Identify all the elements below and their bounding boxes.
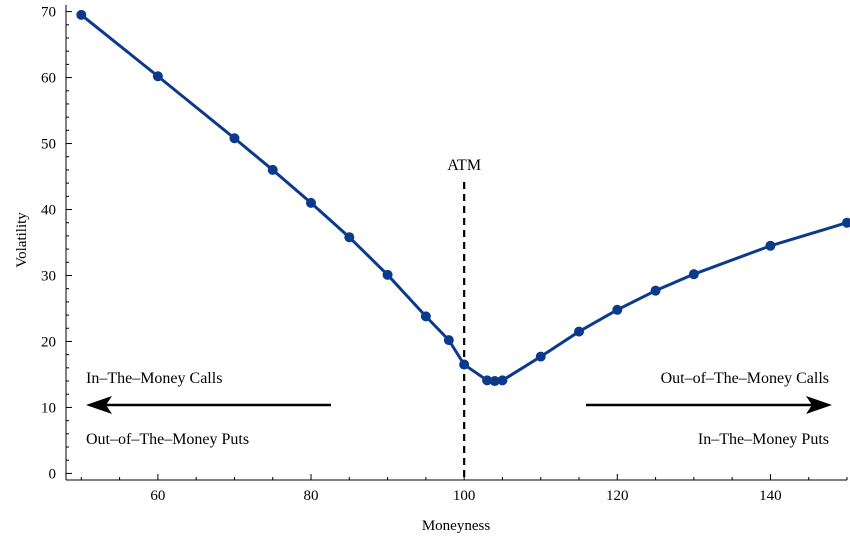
data-point — [420, 311, 431, 322]
y-tick-label: 40 — [41, 203, 56, 219]
left-top-label: In–The–Money Calls — [86, 370, 222, 387]
y-tick-label: 60 — [41, 71, 56, 87]
tick-labels: 0 10 20 30 40 50 60 70 60 80 100 120 140 — [41, 5, 782, 504]
data-point — [535, 351, 546, 362]
volatility-series-line — [79, 13, 849, 383]
data-point — [842, 217, 850, 228]
data-point — [688, 269, 699, 280]
data-points — [76, 9, 850, 387]
data-point — [152, 71, 163, 82]
x-tick-label: 120 — [606, 488, 629, 504]
data-point — [306, 197, 317, 208]
right-bottom-label: In–The–Money Puts — [698, 431, 829, 448]
left-annotation: In–The–Money Calls Out–of–The–Money Puts — [86, 370, 331, 448]
data-point — [650, 285, 661, 296]
x-axis-label: Moneyness — [422, 518, 490, 534]
data-point — [574, 326, 585, 337]
data-point — [229, 133, 240, 144]
y-tick-label: 10 — [41, 400, 56, 416]
data-point — [267, 164, 278, 175]
y-tick-label: 70 — [41, 5, 56, 21]
data-point — [443, 335, 454, 346]
y-tick-label: 20 — [41, 334, 56, 350]
data-point — [489, 376, 500, 387]
x-tick-label: 60 — [150, 488, 165, 504]
data-point — [482, 375, 493, 386]
right-top-label: Out–of–The–Money Calls — [661, 370, 829, 387]
right-annotation: Out–of–The–Money Calls In–The–Money Puts — [586, 370, 832, 448]
data-point — [612, 304, 623, 315]
y-tick-label: 50 — [41, 137, 56, 153]
ticks — [66, 11, 848, 480]
data-point — [76, 9, 87, 20]
y-tick-label: 0 — [49, 466, 57, 482]
data-point — [459, 359, 470, 370]
axes — [65, 5, 847, 481]
data-point — [497, 375, 508, 386]
right-arrow-head-icon — [806, 396, 832, 414]
y-tick-label: 30 — [41, 268, 56, 284]
data-point — [765, 240, 776, 251]
y-axis-label: Volatility — [14, 212, 30, 268]
left-arrow-head-icon — [86, 396, 112, 414]
atm-label: ATM — [447, 157, 481, 174]
data-point — [382, 269, 393, 280]
x-tick-label: 140 — [759, 488, 782, 504]
left-bottom-label: Out–of–The–Money Puts — [86, 431, 249, 448]
x-tick-label: 100 — [453, 488, 476, 504]
data-point — [344, 232, 355, 243]
x-tick-label: 80 — [304, 488, 319, 504]
